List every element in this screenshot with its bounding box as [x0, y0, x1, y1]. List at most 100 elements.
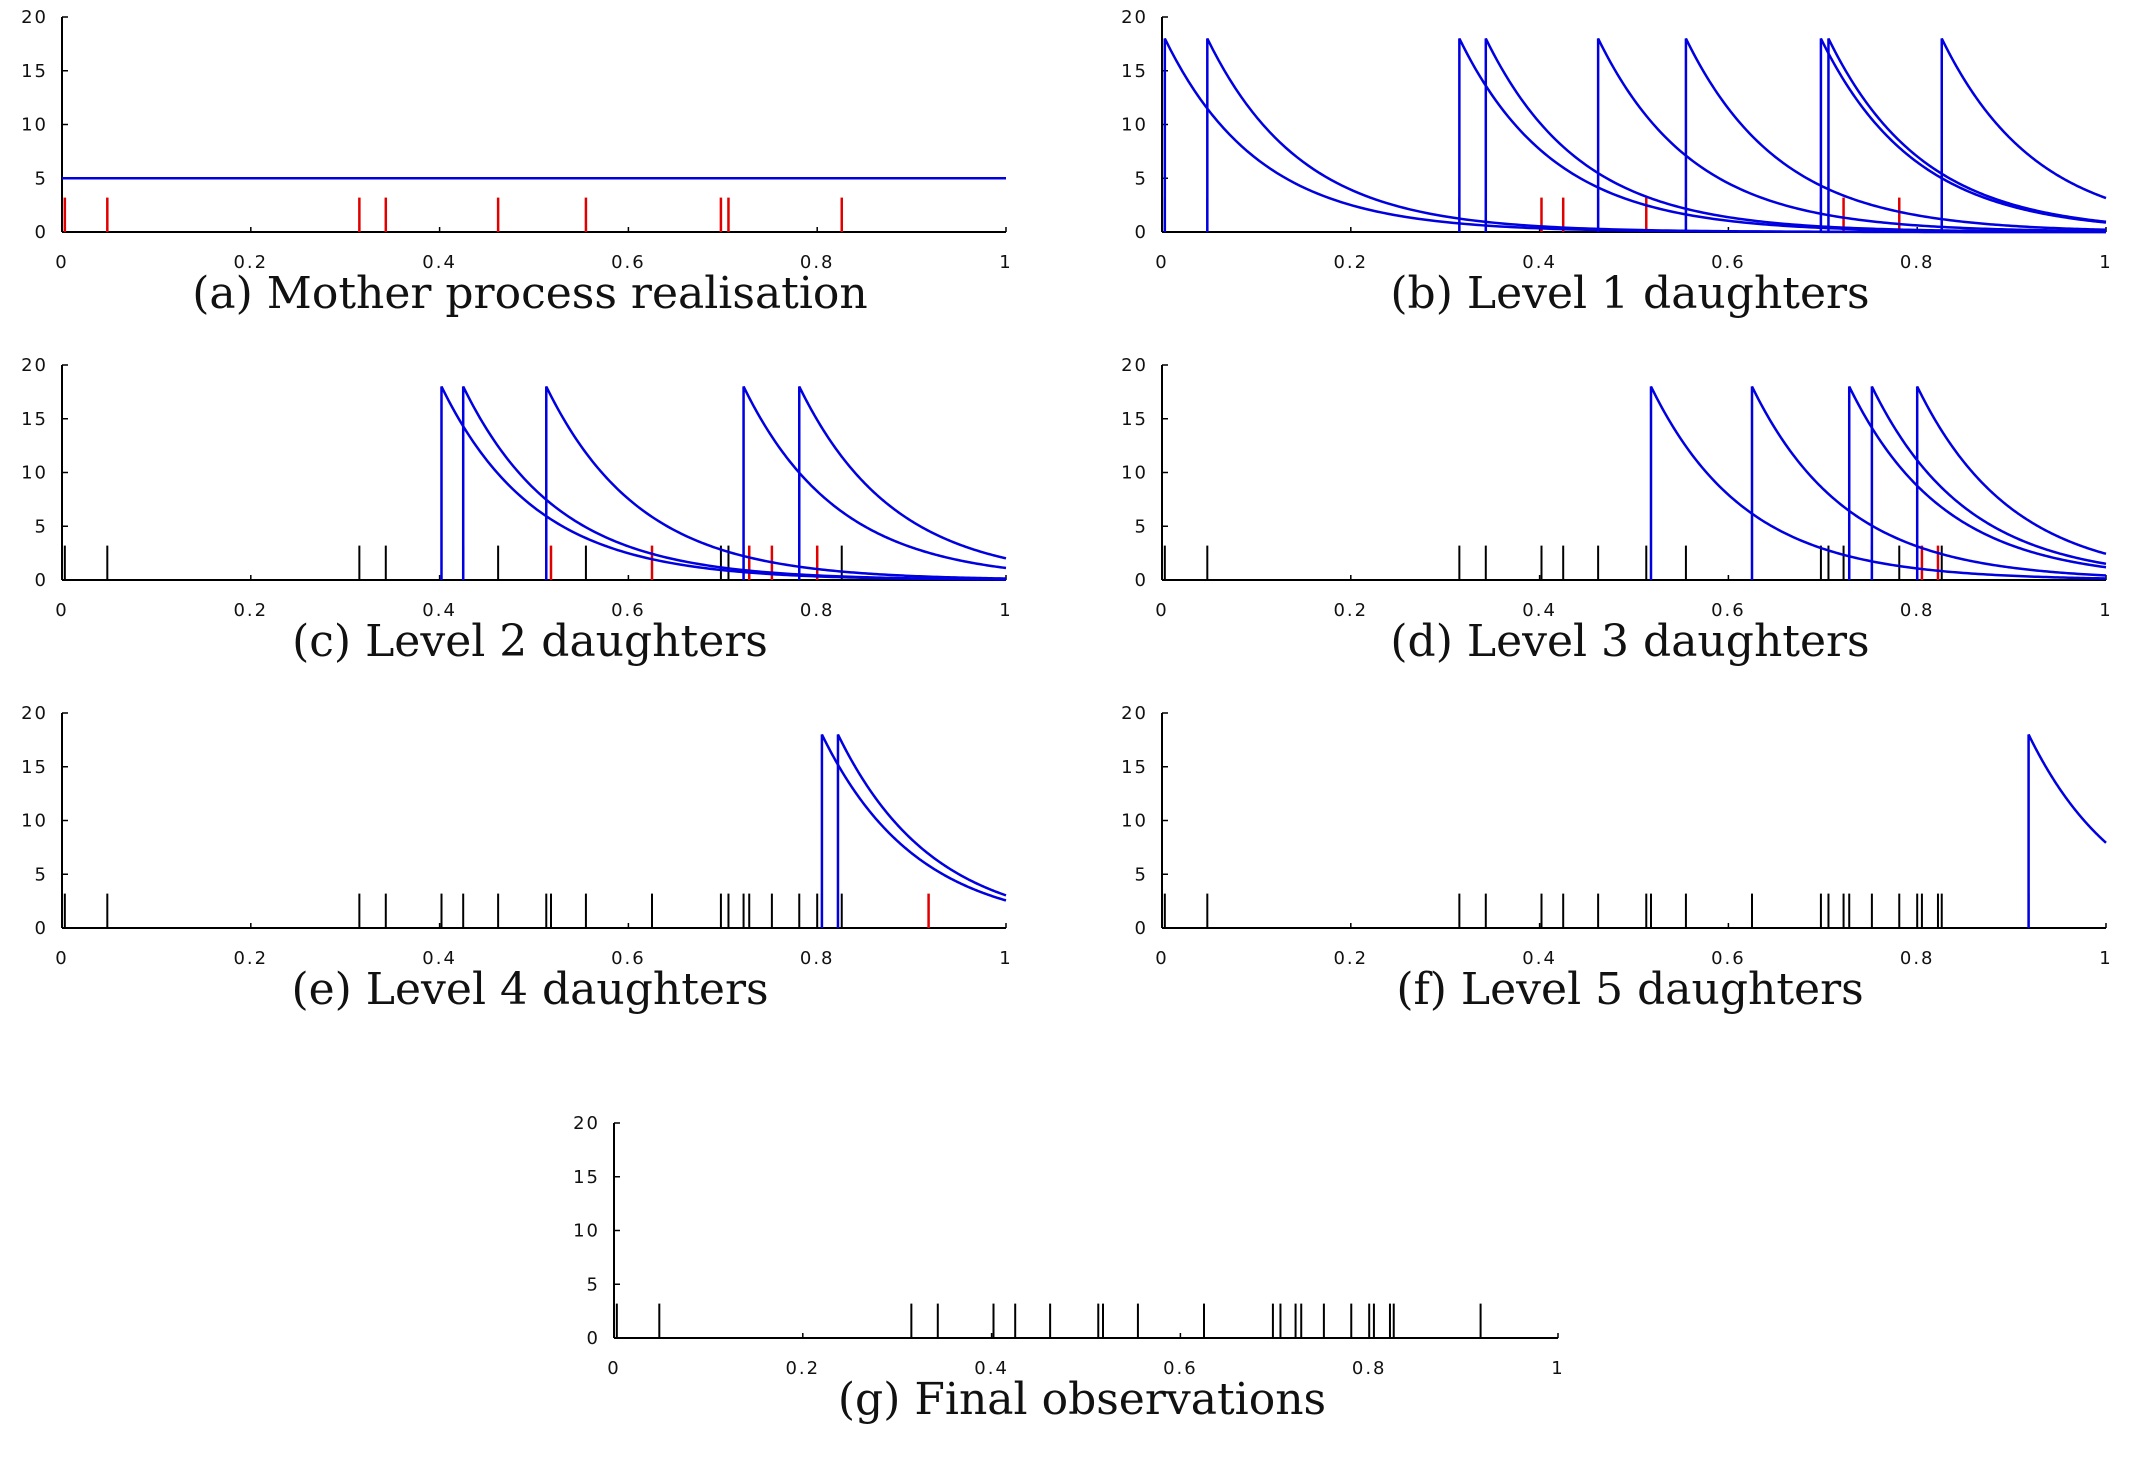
- x-tick-label: 0: [55, 948, 68, 969]
- intensity-curve: [1847, 385, 2107, 580]
- panel-e: 0 5 10 15 20 0 0.2 0.4 0.6 0.8 1 (e) Level 4 daugh…: [10, 696, 1050, 1041]
- intensity-curve: [820, 733, 1007, 928]
- panel-a: 0 5 10 15 20 0 0.2 0.4 0.6 0.8 1 (a) Mother proces…: [10, 0, 1050, 345]
- intensity-curve: [1684, 37, 2107, 232]
- y-tick-label: 5: [35, 516, 48, 537]
- y-tick-label: 10: [1121, 463, 1148, 484]
- caption-a: (a) Mother process realisation: [192, 268, 868, 319]
- y-tick-label: 20: [21, 703, 48, 724]
- y-tick-label: 0: [35, 918, 48, 939]
- plot-e: 0 5 10 15 20 0 0.2 0.4 0.6 0.8 1: [21, 703, 1011, 969]
- plot-f: 0 5 10 15 20 0 0.2 0.4 0.6 0.8 1: [1121, 703, 2111, 969]
- x-tick-label: 1: [1551, 1358, 1564, 1379]
- y-tick-label: 0: [35, 222, 48, 243]
- plot-c: 0 5 10 15 20 0 0.2 0.4 0.6 0.8 1: [21, 355, 1011, 621]
- x-tick-label: 0.6: [1163, 1358, 1198, 1379]
- y-tick-label: 10: [21, 463, 48, 484]
- y-tick-label: 10: [573, 1221, 600, 1242]
- x-tick-label: 1: [999, 948, 1012, 969]
- x-tick-label: 0.2: [233, 600, 268, 621]
- y-tick-label: 20: [1121, 7, 1148, 28]
- intensity-curve: [836, 733, 1007, 928]
- y-tick-label: 5: [35, 864, 48, 885]
- plot-a: 0 5 10 15 20 0 0.2 0.4 0.6 0.8 1: [21, 7, 1011, 273]
- x-tick-label: 0.6: [1711, 600, 1746, 621]
- plot-d: 0 5 10 15 20 0 0.2 0.4 0.6 0.8 1: [1121, 355, 2111, 621]
- intensity-curve: [1750, 385, 2107, 580]
- x-tick-label: 0.4: [1522, 600, 1557, 621]
- plot-b: 0 5 10 15 20 0 0.2 0.4 0.6 0.8 1: [1121, 7, 2111, 273]
- x-tick-label: 0.8: [1900, 600, 1935, 621]
- y-tick-label: 15: [1121, 757, 1148, 778]
- x-tick-label: 0.2: [1333, 600, 1368, 621]
- x-tick-label: 0.6: [1711, 252, 1746, 273]
- panel-g: 0 5 10 15 20 0 0.2 0.4 0.6 0.8 1 (g) Final observa…: [562, 1106, 1602, 1451]
- intensity-curve: [2027, 733, 2107, 928]
- plot-g: 0 5 10 15 20 0 0.2 0.4 0.6 0.8 1: [573, 1113, 1563, 1379]
- y-tick-label: 15: [1121, 409, 1148, 430]
- intensity-curve: [1940, 37, 2107, 232]
- x-tick-label: 0.8: [800, 948, 835, 969]
- y-tick-label: 20: [1121, 703, 1148, 724]
- intensity-curve: [798, 385, 1007, 580]
- panel-b: 0 5 10 15 20 0 0.2 0.4 0.6 0.8 1 (b) Level 1 daugh…: [1110, 0, 2134, 345]
- x-tick-label: 0.6: [1711, 948, 1746, 969]
- y-tick-label: 15: [21, 409, 48, 430]
- y-tick-label: 15: [21, 757, 48, 778]
- caption-e: (e) Level 4 daughters: [291, 964, 769, 1015]
- x-tick-label: 0.8: [800, 252, 835, 273]
- x-tick-label: 0.4: [1522, 948, 1557, 969]
- x-tick-label: 0.2: [1333, 252, 1368, 273]
- x-tick-label: 0: [55, 600, 68, 621]
- x-tick-label: 0.2: [233, 252, 268, 273]
- panel-c: 0 5 10 15 20 0 0.2 0.4 0.6 0.8 1 (c) Level 2 daugh…: [10, 348, 1050, 693]
- x-tick-label: 0.8: [800, 600, 835, 621]
- x-tick-label: 0.4: [422, 600, 457, 621]
- intensity-curve: [1819, 37, 2107, 232]
- intensity-curve: [461, 385, 1007, 581]
- x-tick-label: 0.6: [611, 948, 646, 969]
- y-tick-label: 5: [1135, 864, 1148, 885]
- intensity-curve: [1915, 385, 2107, 580]
- x-tick-label: 1: [999, 252, 1012, 273]
- y-tick-label: 15: [573, 1167, 600, 1188]
- y-tick-label: 0: [587, 1328, 600, 1349]
- y-tick-label: 0: [1135, 570, 1148, 591]
- x-tick-label: 0.4: [1522, 252, 1557, 273]
- x-tick-label: 0.6: [611, 600, 646, 621]
- intensity-curve: [1484, 37, 2107, 233]
- x-tick-label: 0.6: [611, 252, 646, 273]
- x-tick-label: 0.4: [422, 948, 457, 969]
- x-tick-label: 0.4: [974, 1358, 1009, 1379]
- y-tick-label: 0: [1135, 918, 1148, 939]
- y-tick-label: 5: [35, 168, 48, 189]
- y-tick-label: 10: [1121, 115, 1148, 136]
- panel-d: 0 5 10 15 20 0 0.2 0.4 0.6 0.8 1 (d) Level 3 daugh…: [1110, 348, 2134, 693]
- y-tick-label: 15: [1121, 61, 1148, 82]
- intensity-curve: [545, 385, 1007, 580]
- x-tick-label: 1: [2099, 252, 2112, 273]
- x-tick-label: 0: [55, 252, 68, 273]
- caption-g: (g) Final observations: [837, 1374, 1327, 1425]
- x-tick-label: 0.4: [422, 252, 457, 273]
- y-tick-label: 10: [21, 811, 48, 832]
- caption-c: (c) Level 2 daughters: [292, 616, 768, 667]
- x-tick-label: 0.2: [233, 948, 268, 969]
- intensity-curve: [1870, 385, 2107, 580]
- y-tick-label: 0: [1135, 222, 1148, 243]
- x-tick-label: 0.2: [785, 1358, 820, 1379]
- x-tick-label: 0.8: [1900, 948, 1935, 969]
- caption-f: (f) Level 5 daughters: [1396, 964, 1864, 1015]
- x-tick-label: 0: [1155, 600, 1168, 621]
- y-tick-label: 5: [1135, 516, 1148, 537]
- y-tick-label: 10: [21, 115, 48, 136]
- x-tick-label: 0: [1155, 948, 1168, 969]
- y-tick-label: 15: [21, 61, 48, 82]
- x-tick-label: 0.8: [1900, 252, 1935, 273]
- intensity-curve: [1827, 37, 2107, 232]
- y-tick-label: 10: [1121, 811, 1148, 832]
- x-tick-label: 0.8: [1352, 1358, 1387, 1379]
- y-tick-label: 20: [573, 1113, 600, 1134]
- x-tick-label: 1: [999, 600, 1012, 621]
